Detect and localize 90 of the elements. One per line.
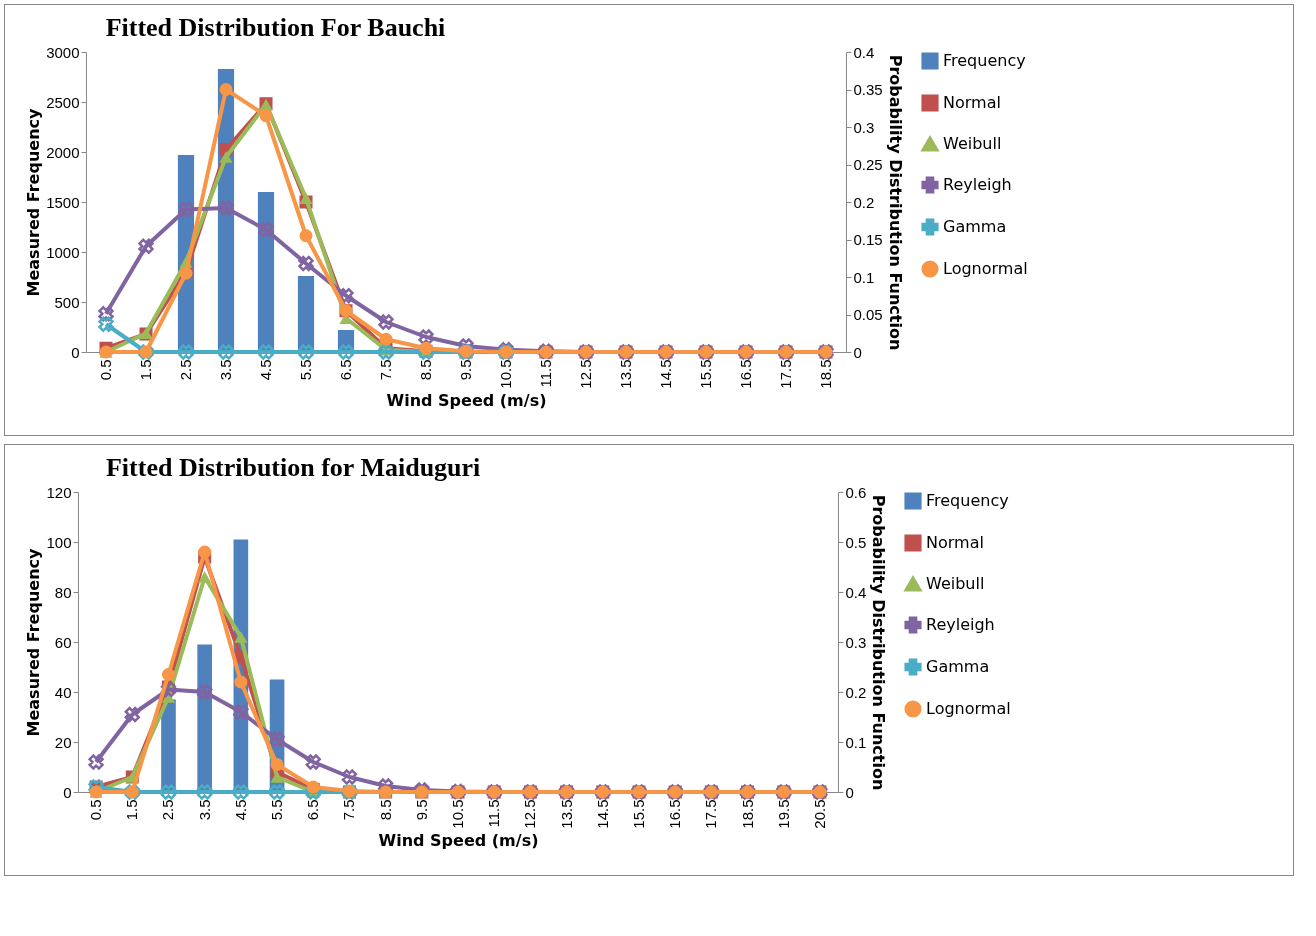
x-tick-label: 1.5 (137, 359, 154, 381)
y-tick-label: 1000 (46, 243, 80, 261)
x-tick-label: 18.5 (738, 799, 756, 829)
y-tick-label: 100 (46, 533, 72, 551)
y2-tick-label: 0.1 (845, 733, 867, 751)
x-tick-label: 11.5 (485, 799, 503, 828)
legend-label: Normal (943, 93, 1001, 112)
x-tick-label: 9.5 (457, 359, 474, 381)
x-tick-label: 18.5 (817, 359, 834, 389)
x-tick-label: 3.5 (217, 359, 234, 381)
y-tick-label: 0 (71, 343, 80, 361)
legend-label: Normal (926, 533, 984, 552)
legend-label: Frequency (943, 51, 1026, 70)
x-tick-label: 12.5 (521, 799, 539, 829)
x-tick-label: 3.5 (195, 799, 213, 821)
legend-label: Reyleigh (943, 175, 1012, 194)
x-tick-label: 4.5 (257, 359, 274, 381)
y2-tick-label: 0.6 (845, 483, 867, 501)
x-tick-label: 14.5 (657, 359, 674, 389)
x-tick-label: 5.5 (268, 799, 286, 821)
y-tick-label: 60 (54, 633, 72, 651)
legend-label: Lognormal (943, 259, 1028, 278)
x-tick-label: 4.5 (231, 799, 249, 821)
y2-tick-label: 0.05 (853, 306, 883, 323)
y-tick-label: 80 (54, 583, 72, 601)
x-tick-label: 20.5 (810, 799, 828, 829)
y-tick-label: 3000 (46, 43, 80, 61)
x-tick-label: 0.5 (97, 359, 114, 381)
x-tick-label: 13.5 (617, 359, 634, 389)
legend-label: Gamma (926, 657, 990, 676)
y-tick-label: 40 (54, 683, 72, 701)
x-tick-label: 10.5 (497, 359, 514, 389)
y2-tick-label: 0.5 (845, 533, 867, 551)
y2-tick-label: 0.4 (845, 583, 867, 601)
x-tick-label: 0.5 (87, 799, 105, 821)
x-tick-label: 15.5 (629, 799, 647, 829)
x-tick-label: 15.5 (697, 359, 714, 389)
y-tick-label: 20 (54, 733, 72, 751)
x-axis-title: Wind Speed (m/s) (386, 390, 547, 410)
x-tick-label: 5.5 (297, 359, 314, 381)
legend-label: Reyleigh (926, 615, 995, 634)
x-tick-label: 12.5 (577, 359, 594, 389)
x-tick-label: 14.5 (593, 799, 611, 829)
y2-tick-label: 0 (853, 343, 862, 361)
y2-tick-label: 0.15 (853, 231, 883, 248)
y-axis-title: Measured Frequency (24, 107, 44, 297)
x-tick-label: 8.5 (417, 359, 434, 381)
y-tick-label: 120 (46, 483, 72, 501)
y2-axis-title: Probability Distribution Function (869, 494, 889, 791)
x-axis-title: Wind Speed (m/s) (378, 830, 539, 850)
y2-tick-label: 0.35 (853, 81, 883, 98)
y2-tick-label: 0.1 (853, 268, 875, 286)
y2-tick-label: 0.2 (853, 193, 875, 211)
x-tick-label: 2.5 (159, 799, 177, 821)
y2-tick-label: 0 (845, 783, 854, 801)
legend-label: Weibull (943, 134, 1002, 153)
x-tick-label: 16.5 (737, 359, 754, 389)
y-tick-label: 1500 (46, 193, 80, 211)
legend-label: Frequency (926, 491, 1009, 510)
y2-tick-label: 0.4 (853, 43, 875, 61)
y-tick-label: 2000 (46, 143, 80, 161)
x-tick-label: 9.5 (412, 799, 430, 821)
legend-label: Gamma (943, 217, 1007, 236)
x-tick-label: 1.5 (123, 799, 141, 821)
x-tick-label: 16.5 (666, 799, 684, 829)
x-tick-label: 7.5 (340, 799, 358, 821)
y2-tick-label: 0.3 (845, 633, 867, 651)
y-tick-label: 500 (54, 293, 80, 311)
y2-axis-title: Probability Distribution Function (885, 54, 905, 351)
x-tick-label: 7.5 (377, 359, 394, 381)
x-tick-label: 13.5 (557, 799, 575, 829)
y-tick-label: 2500 (46, 93, 80, 111)
x-tick-label: 6.5 (337, 359, 354, 381)
x-tick-label: 19.5 (774, 799, 792, 829)
y-axis-title: Measured Frequency (24, 547, 44, 737)
chart-title: Fitted Distribution For Bauchi (105, 13, 446, 42)
x-tick-label: 17.5 (702, 799, 720, 829)
y2-tick-label: 0.3 (853, 118, 875, 136)
legend-label: Weibull (926, 574, 985, 593)
x-tick-label: 2.5 (177, 359, 194, 381)
x-tick-label: 10.5 (449, 799, 466, 829)
chart-title: Fitted Distribution for Maiduguri (105, 453, 481, 482)
y2-tick-label: 0.2 (845, 683, 867, 701)
x-tick-label: 8.5 (376, 799, 394, 821)
x-tick-label: 11.5 (537, 359, 554, 388)
x-tick-label: 6.5 (304, 799, 322, 821)
x-tick-label: 17.5 (777, 359, 794, 389)
legend-label: Lognormal (926, 699, 1011, 718)
y-tick-label: 0 (63, 783, 72, 801)
y2-tick-label: 0.25 (853, 156, 883, 173)
